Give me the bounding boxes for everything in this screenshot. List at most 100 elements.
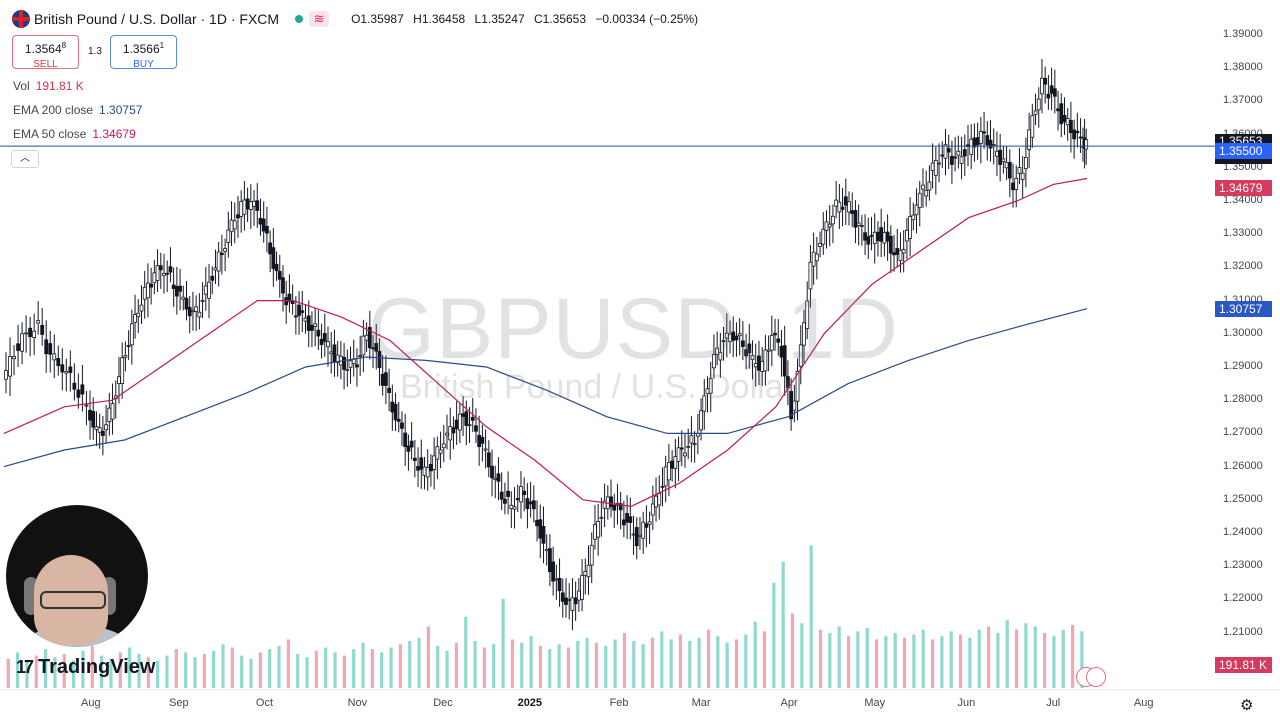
volume-bar [949,631,953,688]
candle-body [100,430,105,436]
candle-body [133,314,137,323]
volume-bar [660,631,664,688]
candle-body [223,248,228,252]
candle-body [795,371,800,402]
price-axis-label: 1.33000 [1223,227,1263,240]
candle-body [1007,161,1012,179]
candle-body [998,149,1003,165]
candle-body [483,448,488,451]
candle-body [834,199,839,207]
candle-body [406,445,411,452]
candle-body [1001,158,1006,162]
candle-body [712,353,716,369]
volume-bar [53,657,57,688]
candle-body [284,297,289,306]
candle-body [988,139,993,149]
candle-body [326,341,330,348]
candle-body [930,162,935,171]
candle-body [686,445,691,448]
candle-body [843,196,848,206]
ema50-indicator[interactable]: EMA 50 close 1.34679 [13,127,136,141]
volume-bar [258,652,262,688]
candle-body [689,435,694,444]
volume-bar [781,561,785,688]
volume-bar [874,639,879,688]
candle-body [814,253,819,262]
ema200-indicator[interactable]: EMA 200 close 1.30757 [13,103,143,117]
candle-body [1023,157,1028,170]
candle-body [962,149,967,157]
candle-body [178,285,182,292]
candle-body [612,504,617,511]
candle-body [869,234,874,237]
candle-body [274,263,279,272]
candle-body [162,272,166,276]
candle-body [692,443,697,446]
candle-body [589,544,594,566]
candle-body [1020,172,1025,180]
time-axis-label: Dec [433,697,453,709]
volume-bar [81,650,85,688]
collapse-legend-button[interactable]: ︿ [11,150,39,168]
volume-bar [314,650,318,688]
candle-body [943,144,948,159]
candle-body [621,519,626,526]
watermark-symbol: GBPUSD, 1D [368,281,899,377]
candle-body [628,516,633,523]
candle-body [8,356,12,377]
candle-body [486,452,491,468]
price-axis-label: 1.34000 [1223,194,1263,206]
settings-gear-icon[interactable]: ⚙ [1240,697,1254,714]
candle-body [583,571,588,576]
volume-bar [678,634,683,688]
candle-body [168,266,173,273]
volume-bar [762,631,767,688]
volume-indicator[interactable]: Vol 191.81 K [13,79,84,93]
candle-body [88,409,92,421]
volume-bar [501,598,505,688]
candle-body [548,548,552,573]
candle-body [515,498,520,501]
tradingview-logo[interactable]: 17 TradingView [16,656,156,678]
candle-body [634,527,639,547]
candle-body [245,198,250,210]
symbol-title: British Pound / U.S. Dollar · 1D · FXCM [34,11,280,27]
candle-body [393,403,398,421]
volume-bar [417,637,421,688]
buy-button[interactable]: 1.35661 BUY [110,35,177,70]
candle-body [946,148,951,153]
candle-body [174,286,179,297]
symbol-header[interactable]: British Pound / U.S. Dollar · 1D · FXCM … [12,9,698,29]
candle-body [281,277,285,294]
candle-body [496,473,501,482]
candle-body [197,311,202,318]
volume-bar [846,636,851,688]
sell-button[interactable]: 1.35648 SELL [12,35,79,70]
candle-body [1072,129,1077,140]
candle-body [978,131,983,144]
candle-body [1027,129,1031,150]
volume-bar [809,545,813,688]
volume-bar [912,634,916,688]
currency-flags-icon[interactable] [1076,667,1106,687]
candle-body [277,271,282,280]
price-axis-label: 1.25000 [1223,492,1263,505]
wave-icon[interactable]: ≋ [309,11,330,27]
volume-bar [986,626,991,688]
candle-body [36,320,41,324]
candle-body [383,372,388,386]
candle-body [663,466,668,487]
candle-body [219,252,224,256]
candle-body [641,521,646,539]
volume-bar [641,644,645,688]
candle-body [737,333,742,337]
candle-body [226,229,231,243]
candle-body [683,452,687,457]
candle-body [933,160,938,176]
time-axis-label: Nov [347,697,368,709]
candle-body [940,154,945,157]
time-axis-label: May [864,697,886,709]
candle-body [48,343,53,355]
candle-body [271,247,276,269]
